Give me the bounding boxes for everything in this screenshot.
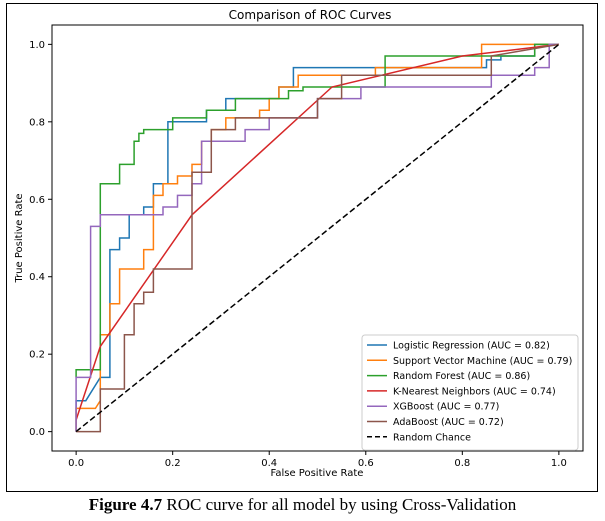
figure-caption: Figure 4.7 ROC curve for all model by us…: [0, 495, 605, 515]
y-tick-label: 0.4: [29, 272, 45, 283]
plot-area: [51, 24, 584, 452]
legend-label-random-chance: Random Chance: [393, 432, 471, 443]
series-line-support-vector-machine: [75, 43, 559, 432]
legend-label-random-forest: Random Forest (AUC = 0.86): [393, 371, 530, 382]
x-tick-label: 0.6: [358, 458, 374, 469]
x-tick-label: 0.2: [165, 458, 181, 469]
legend-label-xgboost: XGBoost (AUC = 0.77): [393, 402, 499, 413]
x-axis-label: False Positive Rate: [271, 468, 364, 479]
caption-text: ROC curve for all model by using Cross-V…: [162, 495, 517, 514]
x-tick-label: 1.0: [551, 458, 567, 469]
legend-label-adaboost: AdaBoost (AUC = 0.72): [393, 417, 504, 428]
x-tick-label: 0.8: [454, 458, 470, 469]
y-tick-label: 0.0: [29, 427, 45, 438]
y-axis-label: True Positive Rate: [14, 193, 25, 283]
legend-label-k-nearest-neighbors: K-Nearest Neighbors (AUC = 0.74): [393, 386, 556, 397]
series-line-random-forest: [75, 43, 559, 378]
legend: Logistic Regression (AUC = 0.82) Support …: [361, 334, 579, 451]
caption-label: Figure 4.7: [88, 495, 163, 514]
y-tick-label: 0.2: [29, 350, 45, 361]
y-tick-label: 1.0: [29, 40, 45, 51]
y-tick-label: 0.6: [29, 195, 45, 206]
x-tick-label: 0.0: [68, 458, 84, 469]
legend-label-logistic-regression: Logistic Regression (AUC = 0.82): [393, 341, 550, 352]
legend-label-support-vector-machine: Support Vector Machine (AUC = 0.79): [393, 356, 572, 367]
series-line-adaboost: [76, 43, 560, 433]
series-line-xgboost: [75, 43, 559, 432]
series-line-logistic-regression: [75, 43, 559, 432]
y-tick-label: 0.8: [29, 117, 45, 128]
legend-box: [361, 334, 579, 451]
series-line-k-nearest-neighbors: [75, 43, 559, 421]
series-line-random-chance: [75, 43, 560, 433]
chart-title: Comparison of ROC Curves: [229, 8, 392, 22]
roc-chart: Comparison of ROC Curves 0.0 0.2 0.4 0.6 0.8…: [14, 8, 584, 479]
x-tick-label: 0.4: [261, 458, 277, 469]
